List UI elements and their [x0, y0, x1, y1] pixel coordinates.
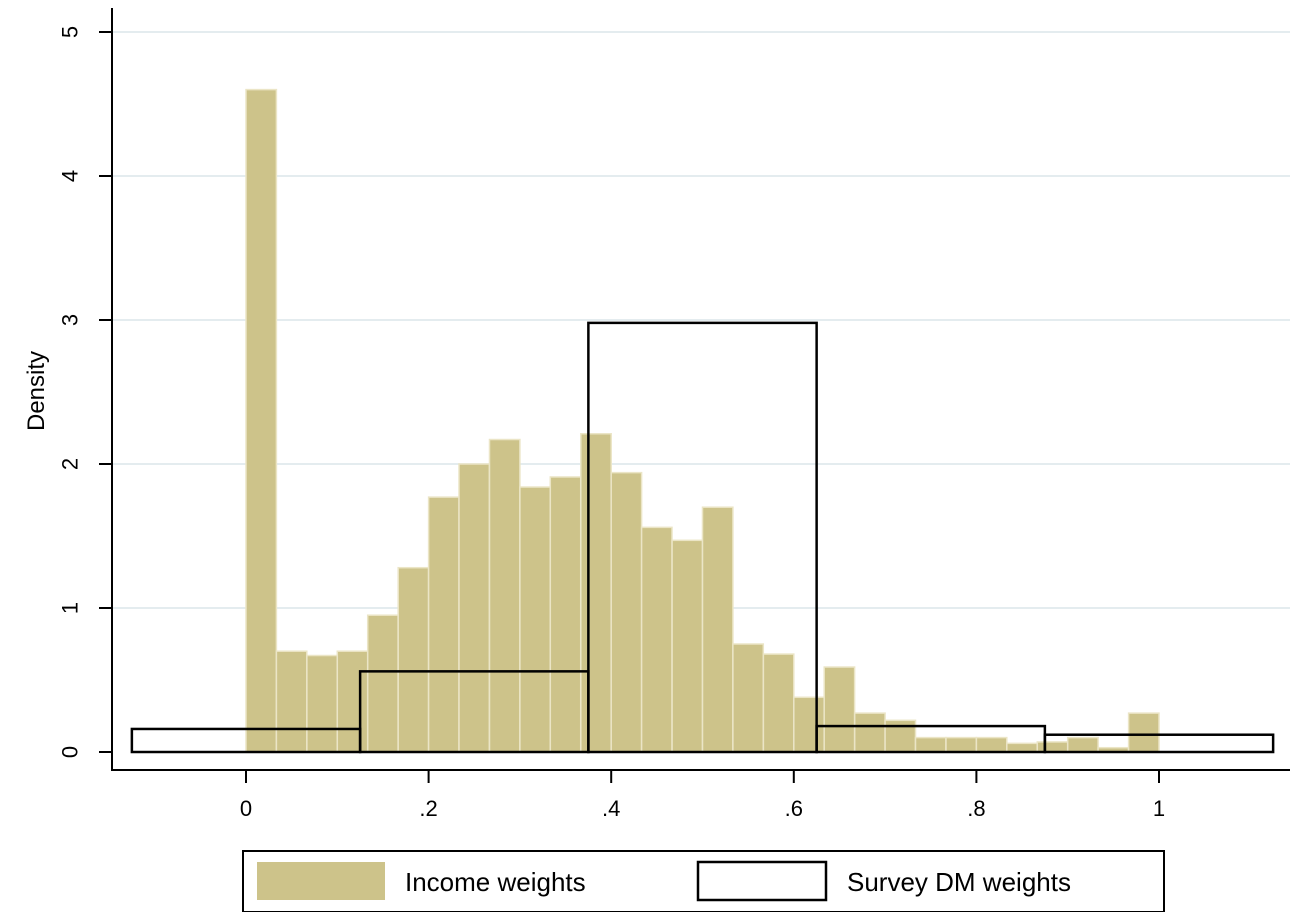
y-tick-label: 0	[58, 746, 83, 758]
survey-dm-weights-bars	[130, 321, 1275, 754]
survey-bar	[1043, 733, 1275, 754]
y-tick-label: 5	[58, 26, 83, 38]
income-bar	[549, 476, 582, 753]
y-tick-label: 4	[58, 170, 83, 182]
y-tick-label: 2	[58, 458, 83, 470]
income-bar	[1066, 736, 1099, 753]
gridlines	[112, 31, 1290, 609]
income-bar	[640, 526, 673, 753]
x-tick-label: .4	[602, 796, 620, 821]
income-bar	[488, 438, 521, 753]
legend-label-survey-dm-weights: Survey DM weights	[847, 867, 1071, 897]
income-bar	[336, 650, 369, 753]
income-bar	[519, 486, 552, 753]
income-bar	[306, 654, 339, 753]
x-tick-label: .8	[967, 796, 985, 821]
legend: Income weights Survey DM weights	[242, 850, 1165, 912]
income-bar	[975, 736, 1008, 753]
income-bar	[245, 88, 278, 753]
survey-bar	[587, 321, 818, 754]
income-bar	[1036, 741, 1069, 753]
income-bar	[823, 666, 856, 753]
legend-label-income-weights: Income weights	[405, 867, 586, 897]
x-tick-label: .6	[785, 796, 803, 821]
income-bar	[732, 643, 765, 753]
income-weights-bars	[245, 88, 1160, 753]
income-bar	[914, 736, 947, 753]
legend-swatch-survey-dm-weights	[696, 860, 828, 902]
x-tick-label: 1	[1153, 796, 1165, 821]
income-bar	[366, 614, 399, 753]
axes: 0 1 2 3 4 5 0 .2 .4 .6 .8 1	[58, 8, 1290, 821]
x-tick-label: .2	[419, 796, 437, 821]
income-bar	[1127, 712, 1160, 753]
income-bar	[762, 653, 795, 753]
income-bar	[458, 463, 491, 753]
income-bar	[275, 650, 308, 753]
income-bar	[945, 736, 978, 753]
income-bar	[610, 471, 643, 753]
income-bar	[853, 712, 886, 753]
income-bar	[793, 696, 825, 753]
income-bar	[1006, 742, 1038, 753]
legend-swatch-income-weights	[257, 862, 385, 900]
x-tick-label: 0	[240, 796, 252, 821]
y-tick-label: 1	[58, 602, 83, 614]
income-bar	[671, 539, 704, 753]
income-bar	[701, 506, 734, 753]
income-bar	[397, 566, 430, 753]
income-bar	[580, 433, 612, 753]
income-bar	[427, 496, 460, 753]
y-axis-title: Density	[23, 351, 50, 431]
y-tick-label: 3	[58, 314, 83, 326]
